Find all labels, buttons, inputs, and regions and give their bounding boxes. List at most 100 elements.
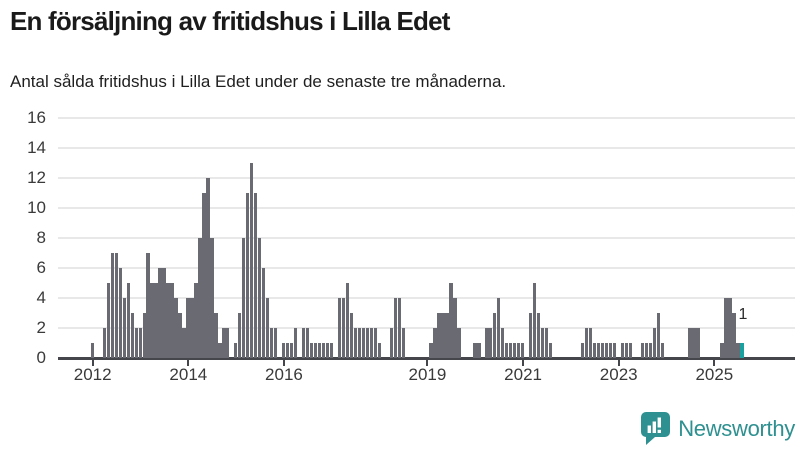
bar <box>289 343 294 358</box>
bar <box>648 343 652 358</box>
logo-text: Newsworthy <box>678 415 795 441</box>
x-tick-mark <box>522 360 525 366</box>
bar <box>226 328 230 358</box>
bar <box>445 313 449 358</box>
y-tick-label: 6 <box>36 258 46 277</box>
bar <box>608 343 613 358</box>
bar <box>365 328 369 358</box>
bar <box>186 298 190 358</box>
bar <box>206 178 210 358</box>
bar <box>656 313 660 358</box>
bar <box>580 343 585 358</box>
bar <box>202 193 206 358</box>
bar <box>529 313 533 358</box>
x-tick-mark <box>187 360 190 366</box>
bar <box>194 283 198 358</box>
bar <box>537 313 541 358</box>
bar <box>349 313 354 358</box>
bar <box>497 298 501 358</box>
bar <box>505 343 509 358</box>
bar <box>274 328 278 358</box>
bar <box>513 343 517 358</box>
bar <box>270 328 274 358</box>
bar <box>501 328 505 358</box>
bar <box>170 283 174 358</box>
y-tick-label: 4 <box>36 288 46 307</box>
bar <box>337 298 342 358</box>
bar <box>246 193 250 358</box>
x-tick-label: 2019 <box>408 365 447 384</box>
bar <box>110 253 114 358</box>
bar <box>138 328 142 358</box>
y-tick-label: 8 <box>36 228 46 247</box>
bar <box>640 343 644 358</box>
bar <box>441 313 445 358</box>
bar <box>281 343 286 358</box>
x-tick-label: 2023 <box>599 365 638 384</box>
bar <box>266 298 270 358</box>
bar <box>182 328 186 358</box>
y-tick-label: 0 <box>36 348 46 367</box>
bar <box>214 313 218 358</box>
bar <box>533 283 537 358</box>
bar <box>732 313 736 358</box>
bar <box>696 328 700 358</box>
x-tick-label: 2014 <box>169 365 208 384</box>
gridline <box>58 327 795 329</box>
y-tick-label: 12 <box>27 168 46 187</box>
bar <box>592 343 597 358</box>
last-value-label: 1 <box>738 306 748 323</box>
bar <box>373 328 377 358</box>
x-tick-mark <box>426 360 429 366</box>
highlighted-bar <box>740 343 744 358</box>
bar <box>660 343 664 358</box>
bar <box>301 328 306 358</box>
newsworthy-logo[interactable]: Newsworthy <box>640 411 795 446</box>
bar <box>728 298 732 358</box>
bar <box>345 283 350 358</box>
bar <box>521 343 525 358</box>
bar <box>166 283 170 358</box>
bar <box>118 268 122 358</box>
x-tick-mark <box>617 360 620 366</box>
bar <box>341 298 346 358</box>
gridline <box>58 267 795 269</box>
bar <box>453 298 457 358</box>
bar <box>377 343 381 358</box>
bar <box>262 268 266 358</box>
y-tick-label: 2 <box>36 318 46 337</box>
gridline <box>58 147 795 149</box>
bar <box>509 343 513 358</box>
bar <box>242 238 246 358</box>
x-tick-label: 2016 <box>265 365 303 384</box>
bar <box>234 343 238 358</box>
bar <box>238 313 242 358</box>
page-title: En försäljning av fritidshus i Lilla Ede… <box>10 6 450 36</box>
bar <box>162 268 166 358</box>
bar <box>624 343 628 358</box>
bar <box>517 343 521 358</box>
bar <box>321 343 326 358</box>
bar <box>130 313 134 358</box>
bar <box>317 343 322 358</box>
x-tick-label: 2025 <box>695 365 734 384</box>
bar <box>620 343 624 358</box>
bar <box>329 343 334 358</box>
bar <box>190 298 194 358</box>
bar <box>90 343 94 358</box>
bar <box>293 328 298 358</box>
bar <box>473 343 477 358</box>
bar <box>313 343 318 358</box>
bar <box>158 268 162 358</box>
bar <box>596 343 601 358</box>
bar <box>106 283 110 358</box>
bar <box>724 298 728 358</box>
y-tick-label: 10 <box>27 198 46 217</box>
x-tick-mark <box>713 360 716 366</box>
bar <box>258 238 262 358</box>
y-tick-label: 16 <box>27 108 46 127</box>
bar <box>588 328 593 358</box>
bar <box>449 283 453 358</box>
bar <box>309 343 314 358</box>
